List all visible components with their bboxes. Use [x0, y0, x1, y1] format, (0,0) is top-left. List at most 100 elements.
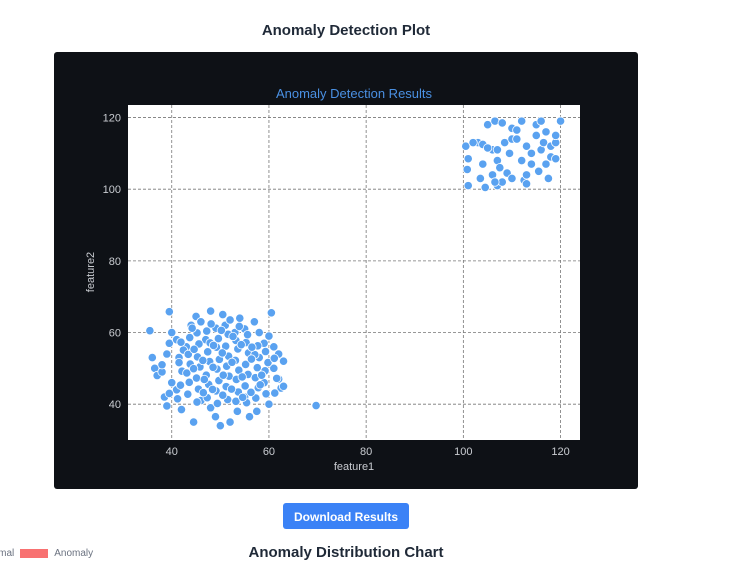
data-point [147, 352, 157, 363]
data-point [162, 349, 172, 359]
data-point [463, 181, 473, 191]
scatter-plot: Anomaly Detection Results 40 60 80 100 120 40… [85, 86, 580, 473]
data-point [236, 340, 246, 350]
data-point [189, 417, 199, 427]
data-point [203, 347, 213, 357]
data-point [269, 363, 279, 373]
data-point [218, 370, 228, 380]
data-point [263, 358, 273, 368]
data-point [504, 148, 515, 158]
data-point [270, 388, 280, 398]
download-results-button[interactable]: Download Results [283, 503, 409, 529]
x-tick-label: 80 [360, 446, 372, 458]
data-point [462, 164, 472, 175]
data-point [206, 319, 216, 329]
data-point [500, 138, 510, 148]
data-point [199, 374, 209, 385]
data-point [254, 327, 264, 338]
page-title: Anomaly Detection Plot [261, 22, 431, 39]
data-point [526, 159, 536, 169]
data-point [264, 331, 274, 341]
data-point [252, 406, 262, 416]
data-point [543, 173, 554, 184]
distribution-chart-title: Anomaly Distribution Chart [248, 544, 444, 561]
y-tick-label: 80 [109, 256, 121, 268]
data-point [538, 138, 549, 148]
y-tick-label: 100 [103, 184, 121, 196]
data-point [182, 368, 192, 378]
data-point [269, 353, 279, 363]
data-point [252, 363, 262, 373]
data-point [246, 387, 256, 397]
data-point [218, 309, 228, 320]
data-point [266, 308, 276, 318]
x-tick-label: 40 [166, 446, 178, 458]
data-point [198, 355, 208, 366]
data-point [192, 397, 202, 407]
data-point [231, 396, 241, 406]
data-point [164, 388, 174, 399]
data-point [164, 338, 174, 348]
data-point [162, 401, 172, 411]
data-point [461, 141, 471, 151]
data-point [202, 326, 212, 336]
data-point [475, 173, 485, 184]
x-tick-label: 60 [263, 446, 275, 458]
data-point [269, 342, 279, 352]
data-point [208, 362, 218, 372]
data-point [483, 120, 493, 130]
data-point [185, 332, 195, 343]
data-point [468, 138, 478, 148]
data-point [232, 406, 242, 416]
data-point [551, 130, 561, 141]
x-tick-label: 100 [454, 446, 472, 458]
data-point [483, 143, 493, 153]
data-point [198, 388, 208, 398]
y-axis-label: feature2 [85, 252, 97, 292]
data-point [495, 163, 505, 173]
data-point [272, 373, 282, 383]
y-tick-label: 120 [103, 113, 121, 125]
chart-panel: Anomaly Detection Results 40 60 80 100 120 40… [54, 52, 638, 489]
data-point [512, 134, 522, 144]
data-point [189, 364, 199, 374]
data-point [521, 170, 532, 180]
data-point [176, 404, 187, 415]
chart-title: Anomaly Detection Results [276, 86, 433, 101]
data-point [176, 337, 186, 347]
y-tick-label: 40 [109, 399, 121, 411]
data-point [212, 398, 223, 409]
x-axis-label: feature1 [334, 461, 374, 473]
data-point [517, 116, 527, 126]
data-point [555, 116, 566, 126]
legend-label-anomaly: Anomaly [54, 548, 94, 559]
data-point [183, 349, 193, 359]
data-point [463, 154, 473, 164]
data-point [218, 390, 228, 400]
data-point [225, 315, 235, 325]
data-point [227, 357, 237, 367]
data-point [213, 334, 223, 344]
data-point [167, 327, 177, 338]
data-point [531, 130, 541, 141]
data-point [164, 307, 174, 317]
data-point [521, 141, 532, 151]
data-point [536, 116, 546, 126]
data-point [183, 389, 193, 399]
data-point [478, 159, 488, 169]
data-point [167, 378, 177, 388]
data-point [234, 321, 244, 332]
data-point [541, 159, 551, 169]
data-point [226, 384, 237, 394]
data-point [261, 389, 271, 399]
data-point [255, 380, 265, 390]
data-point [242, 330, 253, 340]
data-point [145, 326, 155, 336]
data-point [492, 145, 502, 155]
data-point [191, 373, 202, 383]
data-point [541, 127, 551, 137]
data-point [210, 412, 221, 422]
x-tick-label: 120 [551, 446, 569, 458]
data-point [217, 348, 227, 358]
data-point [249, 317, 259, 327]
